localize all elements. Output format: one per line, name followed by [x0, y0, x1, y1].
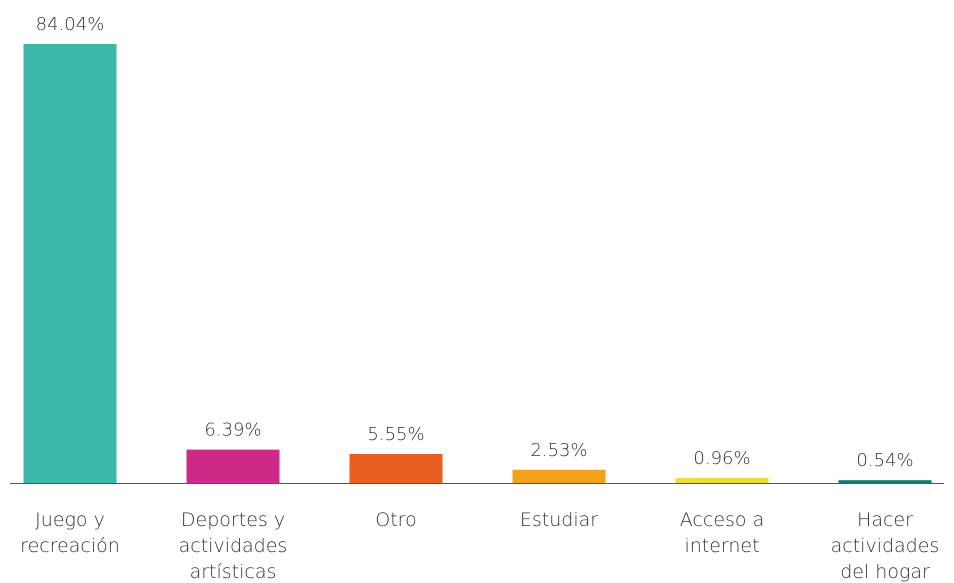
- value-label: 2.53%: [530, 440, 587, 461]
- x-tick-label-line: internet: [684, 535, 759, 557]
- value-label: 0.96%: [693, 448, 750, 469]
- bar: [349, 454, 443, 483]
- value-label: 0.54%: [856, 450, 913, 471]
- x-tick-label-line: Hacer: [857, 509, 913, 531]
- x-tick-label-line: Estudiar: [520, 509, 598, 531]
- x-tick-label-line: actividades: [179, 535, 288, 557]
- bar: [675, 477, 769, 483]
- value-label: 84.04%: [36, 14, 105, 35]
- x-tick-label-line: artísticas: [190, 561, 277, 583]
- bar: [838, 480, 932, 483]
- x-tick-label-line: Juego y: [35, 509, 105, 531]
- x-tick-label-line: recreación: [20, 535, 120, 557]
- x-tick-label-line: del hogar: [840, 561, 930, 583]
- bar: [23, 44, 117, 483]
- bar: [512, 469, 606, 483]
- value-label: 5.55%: [367, 424, 424, 445]
- x-tick-label-line: Deportes y: [181, 509, 285, 531]
- x-tick-label: Acceso a internet: [680, 509, 764, 557]
- x-tick-label: Hacer actividades del hogar: [831, 509, 940, 583]
- x-tick-label-line: Otro: [375, 509, 416, 531]
- x-tick-label: Otro: [375, 509, 416, 531]
- x-tick-label-line: actividades: [831, 535, 940, 557]
- x-tick-label: Estudiar: [520, 509, 598, 531]
- bar: [186, 449, 280, 483]
- value-label: 6.39%: [204, 420, 261, 441]
- x-tick-label: Deportes y actividades artísticas: [179, 509, 288, 583]
- x-tick-label-line: Acceso a: [680, 509, 764, 531]
- x-tick-label: Juego y recreación: [20, 509, 120, 557]
